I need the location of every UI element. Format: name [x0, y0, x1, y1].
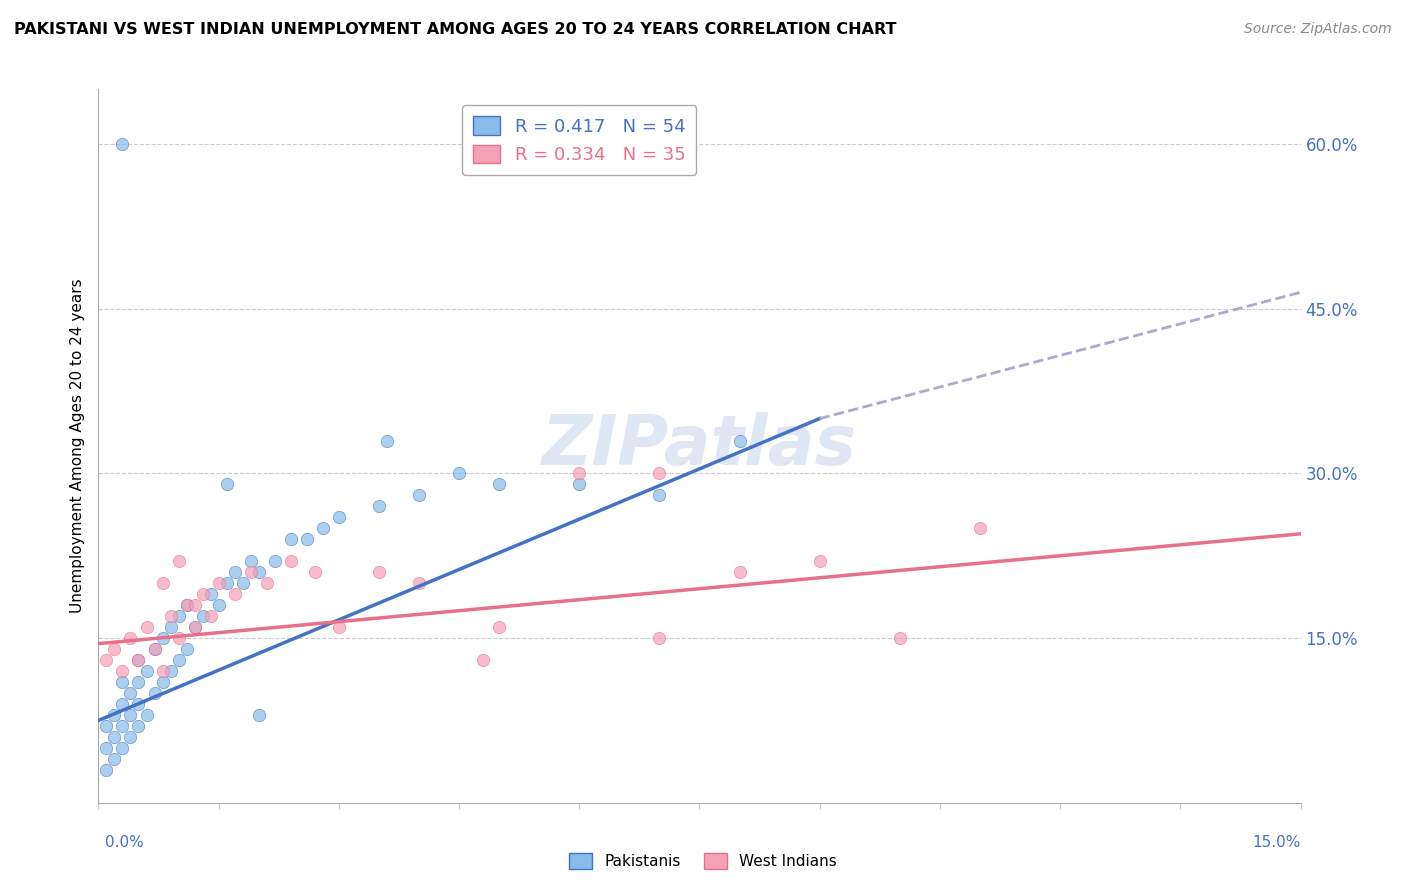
Point: [111, 719, 134, 733]
Point: [295, 533, 318, 547]
Point: [191, 587, 214, 601]
Point: [239, 566, 262, 580]
Point: [120, 631, 142, 645]
Point: [280, 533, 302, 547]
Point: [256, 576, 278, 591]
Point: [728, 434, 751, 448]
Point: [128, 675, 150, 690]
Point: [176, 642, 198, 657]
Point: [648, 467, 671, 481]
Point: [312, 521, 335, 535]
Point: [152, 675, 174, 690]
Point: [728, 566, 751, 580]
Point: [111, 697, 134, 711]
Point: [128, 653, 150, 667]
Point: [120, 686, 142, 700]
Point: [167, 631, 190, 645]
Point: [808, 554, 831, 568]
Point: [280, 554, 302, 568]
Point: [183, 620, 205, 634]
Point: [143, 642, 166, 657]
Point: [143, 686, 166, 700]
Point: [232, 576, 254, 591]
Point: [408, 576, 430, 591]
Point: [447, 467, 470, 481]
Point: [328, 620, 350, 634]
Point: [368, 566, 391, 580]
Point: [159, 609, 181, 624]
Point: [96, 719, 118, 733]
Point: [103, 752, 125, 766]
Point: [167, 653, 190, 667]
Point: [215, 576, 238, 591]
Point: [103, 708, 125, 723]
Point: [375, 434, 398, 448]
Point: [969, 521, 991, 535]
Point: [128, 653, 150, 667]
Point: [472, 653, 495, 667]
Point: [568, 467, 591, 481]
Point: [128, 697, 150, 711]
Point: [159, 620, 181, 634]
Point: [263, 554, 285, 568]
Point: [208, 598, 231, 612]
Point: [208, 576, 231, 591]
Point: [152, 631, 174, 645]
Point: [200, 609, 222, 624]
Text: 15.0%: 15.0%: [1253, 836, 1301, 850]
Legend: Pakistanis, West Indians: Pakistanis, West Indians: [564, 847, 842, 875]
Point: [135, 708, 157, 723]
Point: [304, 566, 326, 580]
Point: [889, 631, 911, 645]
Point: [648, 488, 671, 502]
Point: [239, 554, 262, 568]
Point: [247, 566, 270, 580]
Text: Source: ZipAtlas.com: Source: ZipAtlas.com: [1244, 22, 1392, 37]
Point: [368, 500, 391, 514]
Point: [488, 620, 510, 634]
Point: [143, 642, 166, 657]
Text: ZIPatlas: ZIPatlas: [541, 412, 858, 480]
Point: [648, 631, 671, 645]
Point: [96, 653, 118, 667]
Point: [152, 576, 174, 591]
Point: [215, 477, 238, 491]
Y-axis label: Unemployment Among Ages 20 to 24 years: Unemployment Among Ages 20 to 24 years: [69, 278, 84, 614]
Point: [111, 740, 134, 755]
Point: [111, 664, 134, 678]
Point: [167, 554, 190, 568]
Point: [96, 763, 118, 777]
Point: [128, 719, 150, 733]
Point: [328, 510, 350, 524]
Point: [191, 609, 214, 624]
Text: PAKISTANI VS WEST INDIAN UNEMPLOYMENT AMONG AGES 20 TO 24 YEARS CORRELATION CHAR: PAKISTANI VS WEST INDIAN UNEMPLOYMENT AM…: [14, 22, 897, 37]
Point: [159, 664, 181, 678]
Point: [176, 598, 198, 612]
Point: [103, 730, 125, 744]
Legend: R = 0.417   N = 54, R = 0.334   N = 35: R = 0.417 N = 54, R = 0.334 N = 35: [463, 105, 696, 175]
Point: [183, 598, 205, 612]
Point: [183, 620, 205, 634]
Point: [568, 477, 591, 491]
Point: [247, 708, 270, 723]
Point: [103, 642, 125, 657]
Point: [120, 730, 142, 744]
Point: [167, 609, 190, 624]
Text: 0.0%: 0.0%: [105, 836, 145, 850]
Point: [135, 620, 157, 634]
Point: [111, 137, 134, 152]
Point: [176, 598, 198, 612]
Point: [224, 566, 246, 580]
Point: [224, 587, 246, 601]
Point: [408, 488, 430, 502]
Point: [488, 477, 510, 491]
Point: [96, 740, 118, 755]
Point: [152, 664, 174, 678]
Point: [120, 708, 142, 723]
Point: [200, 587, 222, 601]
Point: [111, 675, 134, 690]
Point: [135, 664, 157, 678]
